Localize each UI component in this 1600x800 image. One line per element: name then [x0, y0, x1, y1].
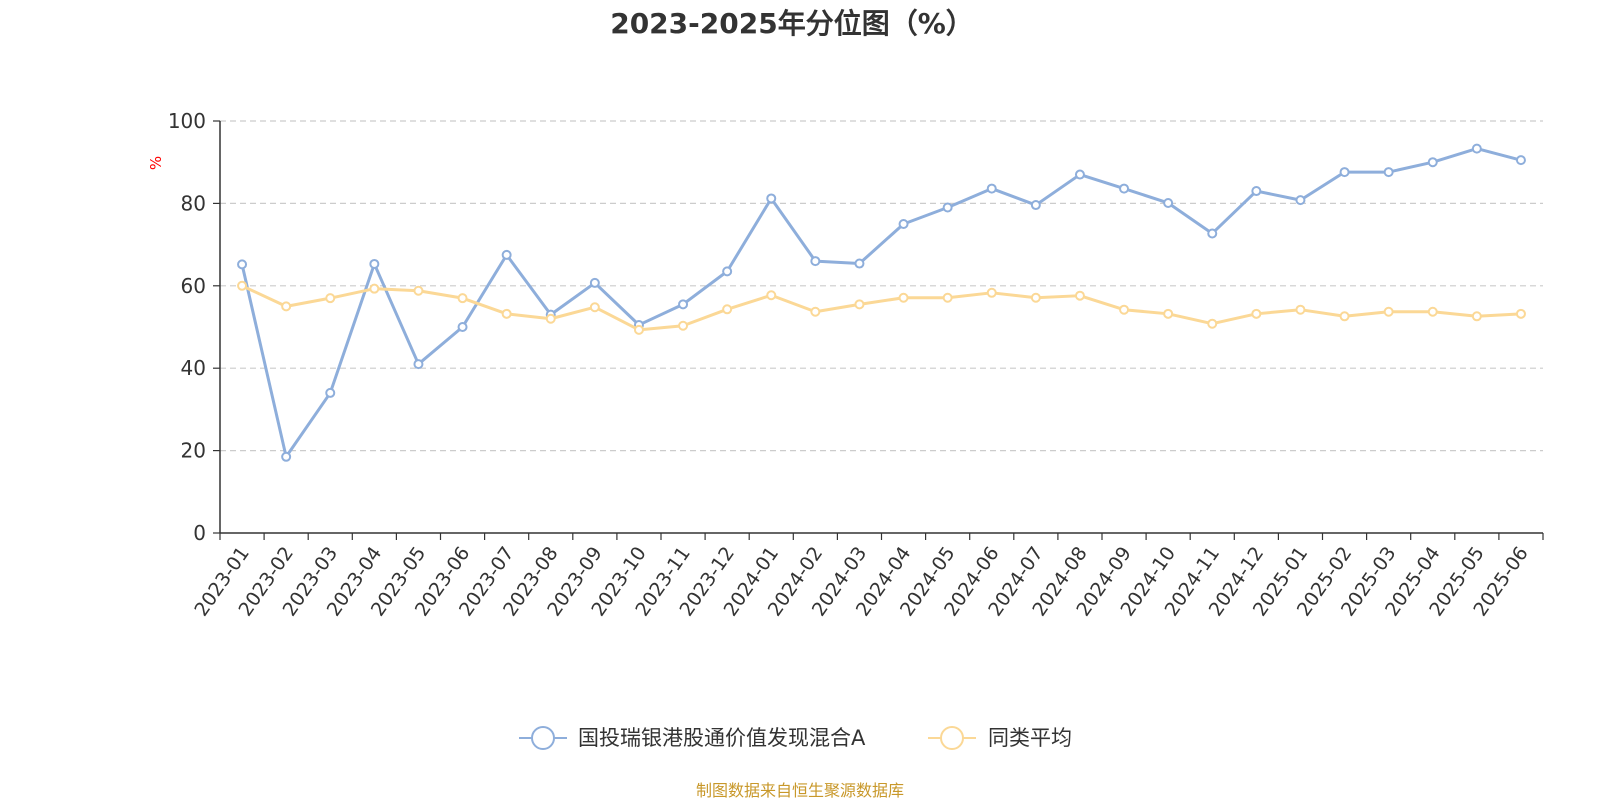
data-point[interactable] [1427, 157, 1438, 168]
data-point[interactable] [678, 320, 689, 331]
data-point[interactable] [281, 451, 292, 462]
series [237, 143, 1526, 462]
data-point[interactable] [413, 285, 424, 296]
data-point[interactable] [854, 258, 865, 269]
y-tick-label: 0 [193, 521, 206, 545]
series-line [241, 284, 1522, 332]
data-point[interactable] [457, 322, 468, 332]
data-point[interactable] [722, 266, 733, 277]
data-point[interactable] [413, 359, 424, 370]
data-point[interactable] [1383, 306, 1394, 317]
data-point[interactable] [854, 299, 865, 310]
data-point[interactable] [545, 313, 556, 324]
legend-item-category-average[interactable]: 同类平均 [928, 726, 1072, 750]
data-point[interactable] [986, 287, 997, 298]
data-point[interactable] [1119, 304, 1130, 315]
y-tick-label: 100 [168, 109, 206, 133]
chart-title: 2023-2025年分位图（%） [610, 7, 974, 40]
data-point[interactable] [1251, 308, 1262, 319]
data-point[interactable] [1207, 318, 1218, 329]
series-1 [237, 280, 1526, 335]
data-point[interactable] [1295, 304, 1306, 315]
legend-marker-fund [531, 726, 555, 750]
data-point[interactable] [1119, 183, 1130, 194]
axes [219, 121, 1543, 534]
x-axis-ticks: 2023-012023-022023-032023-042023-052023-… [190, 533, 1544, 620]
legend-label-category-average: 同类平均 [988, 726, 1072, 750]
data-point[interactable] [1163, 308, 1174, 319]
y-tick-label: 40 [181, 356, 206, 380]
legend-label-fund: 国投瑞银港股通价值发现混合A [578, 726, 866, 750]
grid-lines [220, 120, 1543, 452]
data-point[interactable] [1074, 290, 1085, 301]
y-tick-label: 60 [181, 274, 206, 298]
data-point[interactable] [369, 258, 380, 269]
data-point[interactable] [1427, 306, 1438, 317]
data-point[interactable] [1074, 169, 1085, 180]
series-line [240, 147, 1522, 459]
data-point[interactable] [633, 324, 644, 335]
data-point[interactable] [678, 299, 689, 310]
data-point[interactable] [1251, 186, 1262, 197]
data-point[interactable] [1207, 228, 1218, 239]
data-point[interactable] [589, 302, 600, 313]
data-point[interactable] [942, 202, 953, 213]
data-point[interactable] [722, 304, 733, 315]
data-point[interactable] [369, 283, 380, 294]
data-point[interactable] [1295, 195, 1306, 206]
data-point[interactable] [1030, 292, 1041, 303]
data-point[interactable] [942, 292, 953, 303]
data-point[interactable] [1030, 200, 1041, 211]
legend-marker-category-average [940, 726, 964, 750]
data-point[interactable] [898, 292, 909, 303]
data-point[interactable] [1163, 197, 1174, 208]
legend: 国投瑞银港股通价值发现混合A 同类平均 [519, 726, 1072, 750]
data-point[interactable] [766, 193, 777, 204]
data-point[interactable] [325, 387, 336, 398]
data-point[interactable] [501, 308, 512, 319]
data-point[interactable] [1471, 143, 1482, 154]
data-point[interactable] [457, 293, 468, 304]
data-point[interactable] [237, 259, 248, 270]
data-point[interactable] [810, 256, 821, 267]
data-point[interactable] [237, 280, 248, 291]
data-point[interactable] [898, 219, 909, 229]
data-point[interactable] [810, 306, 821, 317]
series-0 [237, 143, 1526, 462]
data-point[interactable] [281, 301, 292, 312]
data-point[interactable] [1383, 167, 1394, 178]
data-point[interactable] [1471, 311, 1482, 322]
data-point[interactable] [325, 293, 336, 304]
y-tick-label: 20 [181, 439, 206, 463]
y-axis-unit-label: % [147, 156, 165, 170]
legend-item-fund[interactable]: 国投瑞银港股通价值发现混合A [519, 726, 866, 750]
data-point[interactable] [1515, 155, 1526, 166]
y-axis-ticks: 0 20 40 60 80 100 [168, 109, 220, 545]
data-point[interactable] [501, 249, 512, 260]
data-point[interactable] [986, 183, 997, 194]
data-point[interactable] [1339, 167, 1350, 178]
data-point[interactable] [589, 277, 600, 288]
y-tick-label: 80 [181, 191, 206, 215]
data-point[interactable] [766, 290, 777, 301]
data-source-label: 制图数据来自恒生聚源数据库 [696, 781, 904, 800]
data-point[interactable] [1339, 311, 1350, 322]
data-point[interactable] [1515, 308, 1526, 319]
